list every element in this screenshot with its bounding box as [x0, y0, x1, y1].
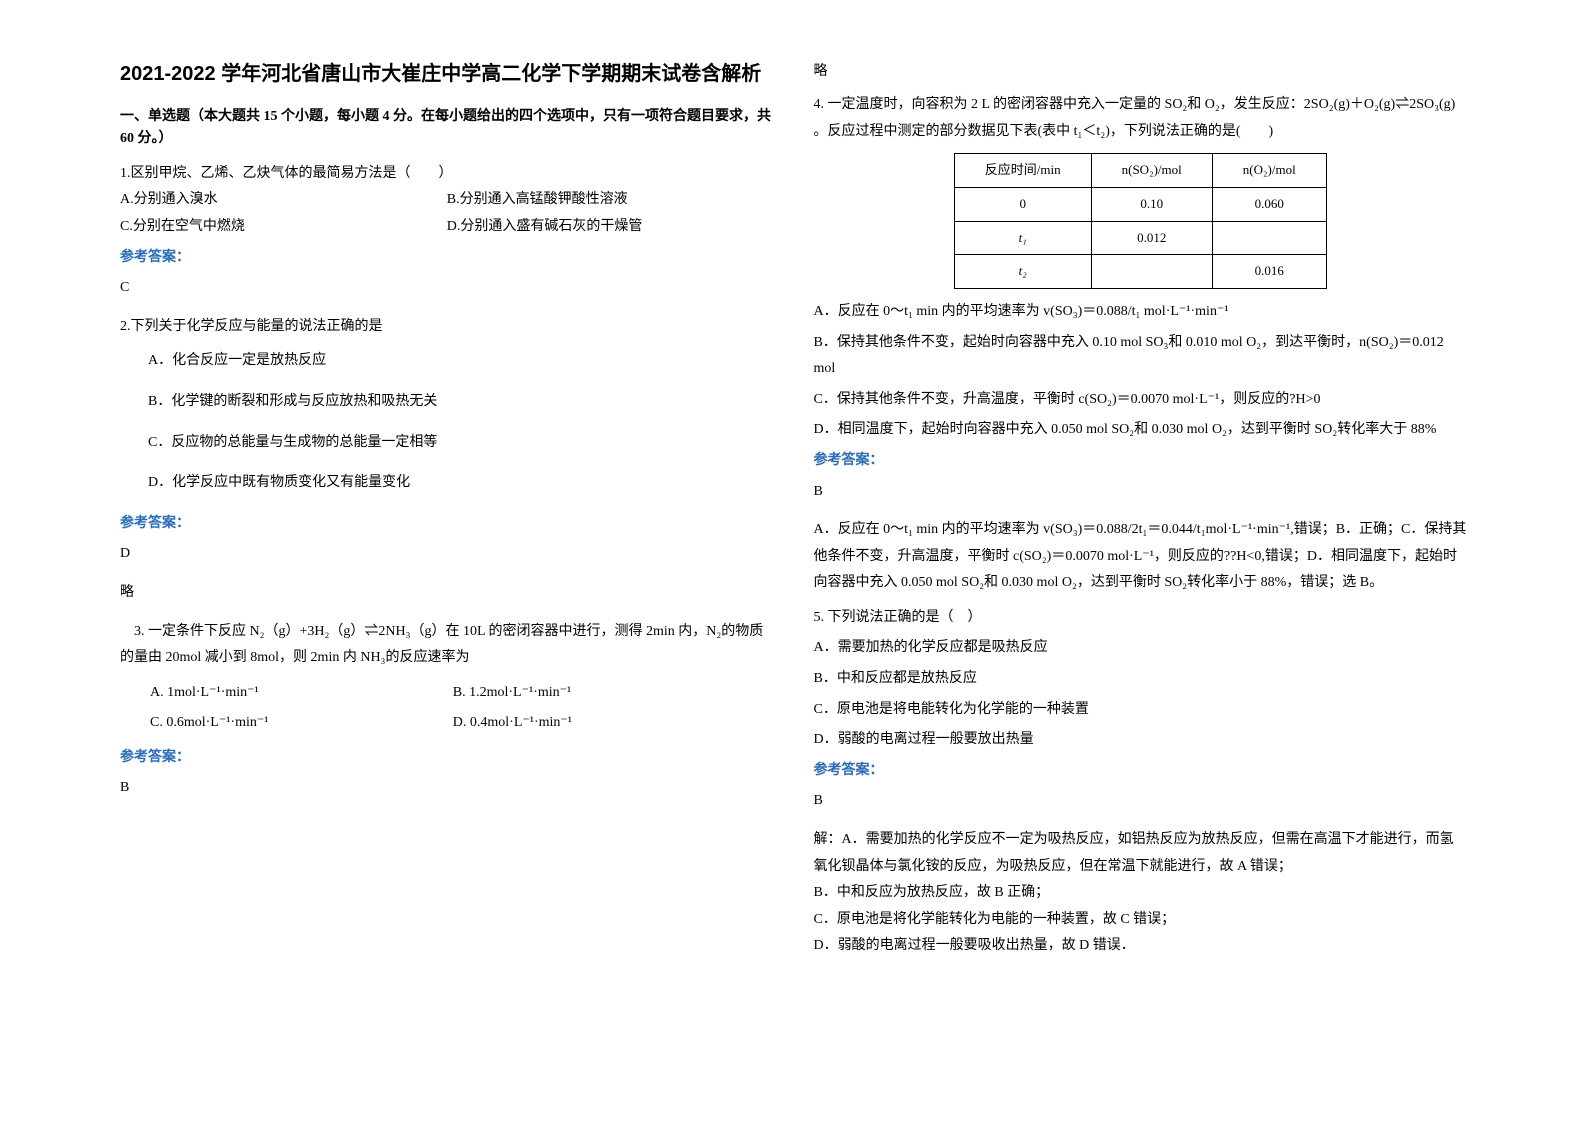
q2-answer-label: 参考答案： [120, 511, 774, 538]
question-4: 4. 一定温度时，向容积为 2 L 的密闭容器中充入一定量的 SO₂和 O₂，发… [814, 92, 1468, 597]
q4-optD: D．相同温度下，起始时向容器中充入 0.050 mol SO₂和 0.030 m… [814, 417, 1468, 444]
question-1: 1.区别甲烷、乙烯、乙炔气体的最简易方法是（ ） A.分别通入溴水 B.分别通入… [120, 161, 774, 302]
table-header-row: 反应时间/min n(SO₂)/mol n(O₂)/mol [954, 154, 1326, 188]
q1-optB: B.分别通入高锰酸钾酸性溶液 [447, 187, 774, 214]
q5-answer: B [814, 788, 1468, 815]
q2-optC: C．反应物的总能量与生成物的总能量一定相等 [148, 430, 774, 457]
q1-optA: A.分别通入溴水 [120, 187, 447, 214]
th-1: n(SO₂)/mol [1091, 154, 1212, 188]
q5-options: A．需要加热的化学反应都是吸热反应 B．中和反应都是放热反应 C．原电池是将电能… [814, 635, 1468, 753]
q1-optD: D.分别通入盛有碱石灰的干燥管 [447, 214, 774, 241]
td: 0 [954, 187, 1091, 221]
q4-optC: C．保持其他条件不变，升高温度，平衡时 c(SO₂)＝0.0070 mol·L⁻… [814, 387, 1468, 414]
q5-optB: B．中和反应都是放热反应 [814, 666, 1468, 693]
q3-explain: 略 [814, 60, 1468, 80]
q2-answer: D [120, 541, 774, 568]
table-row: t₂ 0.016 [954, 255, 1326, 289]
td: t₂ [954, 255, 1091, 289]
q4-explain: A．反应在 0～t₁ min 内的平均速率为 v(SO₃)＝0.088/2t₁＝… [814, 517, 1468, 597]
q5-explainC: C．原电池是将化学能转化为电能的一种装置，故 C 错误； [814, 907, 1468, 934]
table-row: t₁ 0.012 [954, 221, 1326, 255]
q4-optB: B．保持其他条件不变，起始时向容器中充入 0.10 mol SO₃和 0.010… [814, 330, 1468, 383]
q4-intro: 4. 一定温度时，向容积为 2 L 的密闭容器中充入一定量的 SO₂和 O₂，发… [814, 92, 1468, 145]
th-2: n(O₂)/mol [1212, 154, 1326, 188]
q5-answer-label: 参考答案： [814, 758, 1468, 785]
question-3: 3. 一定条件下反应 N₂（g）+3H₂（g）⇌2NH₃（g）在 10L 的密闭… [120, 619, 774, 803]
q4-answer: B [814, 479, 1468, 506]
question-5: 5. 下列说法正确的是（ ） A．需要加热的化学反应都是吸热反应 B．中和反应都… [814, 605, 1468, 960]
q3-optA: A. 1mol·L⁻¹·min⁻¹ [150, 680, 449, 707]
th-0: 反应时间/min [954, 154, 1091, 188]
q1-options: A.分别通入溴水 B.分别通入高锰酸钾酸性溶液 C.分别在空气中燃烧 D.分别通… [120, 187, 774, 240]
q1-answer-label: 参考答案： [120, 245, 774, 272]
exam-title: 2021-2022 学年河北省唐山市大崔庄中学高二化学下学期期末试卷含解析 [120, 60, 774, 88]
td: 0.10 [1091, 187, 1212, 221]
left-column: 2021-2022 学年河北省唐山市大崔庄中学高二化学下学期期末试卷含解析 一、… [100, 60, 794, 1062]
q3-text: 3. 一定条件下反应 N₂（g）+3H₂（g）⇌2NH₃（g）在 10L 的密闭… [120, 619, 774, 672]
q3-answer: B [120, 775, 774, 802]
q2-optD: D．化学反应中既有物质变化又有能量变化 [148, 470, 774, 497]
td [1212, 221, 1326, 255]
question-2: 2.下列关于化学反应与能量的说法正确的是 A．化合反应一定是放热反应 B．化学键… [120, 314, 774, 607]
q4-table: 反应时间/min n(SO₂)/mol n(O₂)/mol 0 0.10 0.0… [954, 153, 1327, 289]
q3-optD: D. 0.4mol·L⁻¹·min⁻¹ [453, 710, 752, 737]
q3-optB: B. 1.2mol·L⁻¹·min⁻¹ [453, 680, 752, 707]
q5-text: 5. 下列说法正确的是（ ） [814, 605, 1468, 632]
q5-explainB: B．中和反应为放热反应，故 B 正确； [814, 880, 1468, 907]
right-column: 略 4. 一定温度时，向容积为 2 L 的密闭容器中充入一定量的 SO₂和 O₂… [794, 60, 1488, 1062]
td: 0.016 [1212, 255, 1326, 289]
q5-optD: D．弱酸的电离过程一般要放出热量 [814, 727, 1468, 754]
q4-optA: A．反应在 0～t₁ min 内的平均速率为 v(SO₃)＝0.088/t₁ m… [814, 299, 1468, 326]
q5-explainA: 解：A．需要加热的化学反应不一定为吸热反应，如铝热反应为放热反应，但需在高温下才… [814, 827, 1468, 880]
q1-optC: C.分别在空气中燃烧 [120, 214, 447, 241]
q5-optA: A．需要加热的化学反应都是吸热反应 [814, 635, 1468, 662]
q2-text: 2.下列关于化学反应与能量的说法正确的是 [120, 314, 774, 341]
q4-options: A．反应在 0～t₁ min 内的平均速率为 v(SO₃)＝0.088/t₁ m… [814, 299, 1468, 444]
td: 0.012 [1091, 221, 1212, 255]
q5-optC: C．原电池是将电能转化为化学能的一种装置 [814, 697, 1468, 724]
td [1091, 255, 1212, 289]
table-row: 0 0.10 0.060 [954, 187, 1326, 221]
q2-optB: B．化学键的断裂和形成与反应放热和吸热无关 [148, 389, 774, 416]
q3-options: A. 1mol·L⁻¹·min⁻¹ B. 1.2mol·L⁻¹·min⁻¹ C.… [150, 680, 774, 741]
section-header: 一、单选题（本大题共 15 个小题，每小题 4 分。在每小题给出的四个选项中，只… [120, 106, 774, 151]
q2-options: A．化合反应一定是放热反应 B．化学键的断裂和形成与反应放热和吸热无关 C．反应… [148, 348, 774, 496]
q2-explain: 略 [120, 580, 774, 607]
q3-answer-label: 参考答案： [120, 745, 774, 772]
q1-answer: C [120, 275, 774, 302]
q2-optA: A．化合反应一定是放热反应 [148, 348, 774, 375]
q3-optC: C. 0.6mol·L⁻¹·min⁻¹ [150, 710, 449, 737]
q1-text: 1.区别甲烷、乙烯、乙炔气体的最简易方法是（ ） [120, 161, 774, 188]
td: t₁ [954, 221, 1091, 255]
q4-answer-label: 参考答案： [814, 448, 1468, 475]
q5-explainD: D．弱酸的电离过程一般要吸收出热量，故 D 错误． [814, 933, 1468, 960]
td: 0.060 [1212, 187, 1326, 221]
